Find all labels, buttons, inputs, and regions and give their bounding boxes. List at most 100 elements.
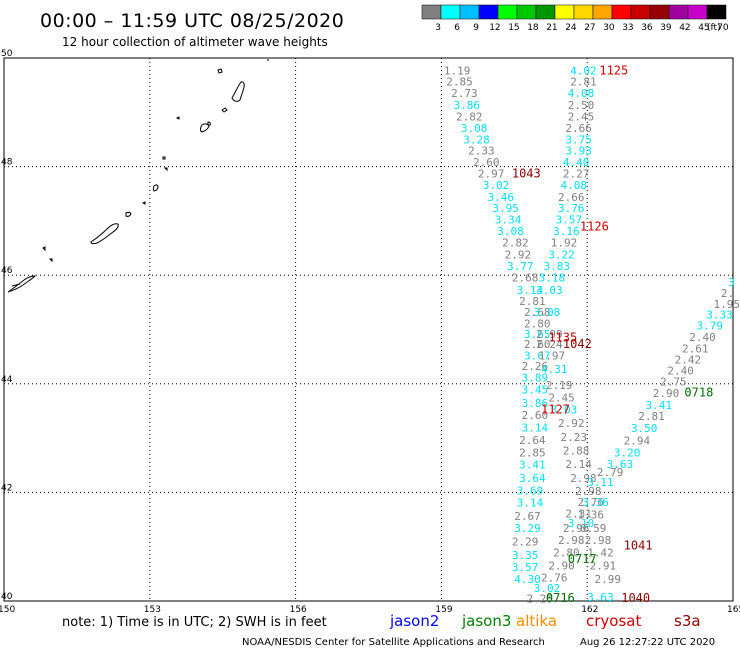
wave-height-value: 3.03 bbox=[536, 284, 563, 297]
wave-height-value: 3.76 bbox=[558, 202, 585, 215]
island-outline bbox=[221, 107, 228, 113]
wave-height-value: 3.10 bbox=[568, 517, 595, 530]
color-scale-label: 42 bbox=[679, 23, 690, 33]
wave-height-value: 2.85 bbox=[446, 76, 473, 89]
wave-height-value: 2.75 bbox=[660, 375, 687, 388]
wave-height-value: 3.29 bbox=[514, 522, 541, 535]
color-scale-swatch bbox=[554, 4, 575, 20]
satellite-legend-jason2: jason2 bbox=[389, 612, 439, 630]
wave-height-value: 3.63 bbox=[607, 458, 634, 471]
wave-height-value: 2.98 bbox=[585, 534, 612, 547]
pass-time-label: 0718 bbox=[684, 385, 713, 399]
wave-height-value: 2.68 bbox=[524, 306, 551, 319]
color-scale-label: 45 bbox=[698, 23, 709, 33]
wave-height-value: 2.88 bbox=[563, 444, 590, 457]
wave-height-value: 3.02 bbox=[483, 179, 510, 192]
wave-height-value: 2.99 bbox=[536, 328, 563, 341]
lon-tick-label: 162 bbox=[581, 605, 598, 615]
color-scale-swatch bbox=[497, 4, 518, 20]
color-scale-swatch bbox=[687, 4, 708, 20]
color-scale-swatch bbox=[516, 4, 537, 20]
wave-height-value: 3.41 bbox=[646, 399, 673, 412]
wave-height-value: 3.79 bbox=[697, 320, 724, 333]
wave-height-value: 2.66 bbox=[565, 122, 592, 135]
wave-height-value: 3.36 bbox=[582, 496, 609, 509]
wave-height-value: 2.76 bbox=[541, 571, 568, 584]
wave-height-value: 2.98 bbox=[575, 485, 602, 498]
island-outline bbox=[42, 246, 46, 252]
wave-height-value: 4.31 bbox=[541, 363, 568, 376]
wave-height-value: 2.60 bbox=[473, 156, 500, 169]
pass-time-label: 1042 bbox=[563, 337, 592, 351]
lon-tick-label: 165 bbox=[727, 605, 740, 615]
wave-height-value: 3.11 bbox=[587, 476, 614, 489]
wave-height-value: 4.30 bbox=[514, 573, 541, 586]
wave-height-value: 2.97 bbox=[478, 167, 505, 180]
wave-height-value: 3.89 bbox=[522, 372, 549, 385]
wave-height-value: 3.08 bbox=[534, 306, 561, 319]
wave-height-value: 3.67 bbox=[524, 349, 551, 362]
island-outline bbox=[162, 156, 166, 160]
wave-height-value: 1.97 bbox=[539, 349, 566, 362]
pass-time-label: 0716 bbox=[546, 591, 575, 605]
wave-height-observations: 1.192.852.733.862.823.083.282.332.602.97… bbox=[444, 64, 740, 605]
wave-height-value: 2.61 bbox=[682, 342, 709, 355]
pass-time-label: 1127 bbox=[541, 403, 570, 417]
wave-height-value: 2.82 bbox=[456, 110, 483, 123]
wave-height-value: 3.77 bbox=[507, 260, 534, 273]
wave-height-value: 3.08 bbox=[497, 225, 524, 238]
color-scale-label: 39 bbox=[660, 23, 672, 33]
wave-height-value: 4.40 bbox=[563, 156, 590, 169]
wave-height-value: 2.81 bbox=[519, 295, 546, 308]
lat-tick-label: 48 bbox=[1, 158, 13, 168]
lat-tick-label: 40 bbox=[1, 592, 13, 602]
island-outline bbox=[163, 167, 168, 172]
color-scale-label: 36 bbox=[641, 23, 653, 33]
wave-height-value: 3.63 bbox=[587, 591, 614, 604]
pass-time-label: 1126 bbox=[580, 220, 609, 234]
wave-height-value: 3.57 bbox=[512, 561, 539, 574]
wave-height-value: 3.45 bbox=[522, 384, 549, 397]
satellite-legend: jason2 jason3 altika cryosat s3a bbox=[389, 612, 701, 630]
wave-height-value: 3.33 bbox=[706, 309, 733, 322]
wave-height-value: 2.68 bbox=[512, 272, 539, 285]
color-scale-label: 18 bbox=[527, 23, 539, 33]
wave-height-value: 2.67 bbox=[514, 510, 541, 523]
wave-height-value: 3.14 bbox=[522, 422, 549, 435]
color-scale-swatch bbox=[573, 4, 594, 20]
wave-height-value: 2.66 bbox=[558, 191, 585, 204]
wave-height-value: 2.90 bbox=[548, 560, 575, 573]
wave-height-value: 3.14 bbox=[517, 497, 544, 510]
wave-height-value: 2.98 bbox=[558, 534, 585, 547]
wave-height-value: 2.40 bbox=[689, 331, 716, 344]
color-scale-swatch bbox=[630, 4, 651, 20]
wave-height-value: 3.50 bbox=[631, 422, 658, 435]
color-scale-label: 12 bbox=[489, 23, 500, 33]
wave-height-value: 2.79 bbox=[597, 466, 624, 479]
wave-height-value: 3.03 bbox=[551, 404, 578, 417]
footer-credit: NOAA/NESDIS Center for Satellite Applica… bbox=[242, 637, 545, 648]
lon-tick-label: 156 bbox=[290, 605, 307, 615]
lat-tick-label: 42 bbox=[1, 483, 12, 493]
wave-height-value: 2.29 bbox=[512, 536, 539, 549]
footer-timestamp: Aug 26 12:27:22 UTC 2020 bbox=[580, 637, 715, 648]
wave-height-value: 2.85 bbox=[519, 447, 546, 460]
wave-height-value: 2.42 bbox=[675, 354, 702, 367]
wave-height-value: 3.93 bbox=[565, 145, 592, 158]
pass-time-label: 1125 bbox=[599, 63, 628, 77]
color-scale-label: 27 bbox=[584, 23, 595, 33]
wave-height-value: 3.28 bbox=[463, 133, 490, 146]
wave-height-value: 3.08 bbox=[461, 122, 488, 135]
wave-height-value: 2.98 bbox=[570, 472, 597, 485]
satellite-legend-jason3: jason3 bbox=[461, 612, 511, 630]
pass-time-label: 0717 bbox=[568, 552, 597, 566]
color-scale-swatch bbox=[459, 4, 480, 20]
color-scale-swatch bbox=[706, 4, 727, 20]
wave-height-value: 3.18 bbox=[539, 272, 566, 285]
satellite-legend-altika: altika bbox=[516, 612, 557, 630]
color-scale-swatch bbox=[649, 4, 670, 20]
color-scale-swatch bbox=[535, 4, 556, 20]
wave-height-value: 2.92 bbox=[558, 417, 585, 430]
color-scale-swatch bbox=[611, 4, 632, 20]
wave-height-value: 3.02 bbox=[534, 582, 561, 595]
